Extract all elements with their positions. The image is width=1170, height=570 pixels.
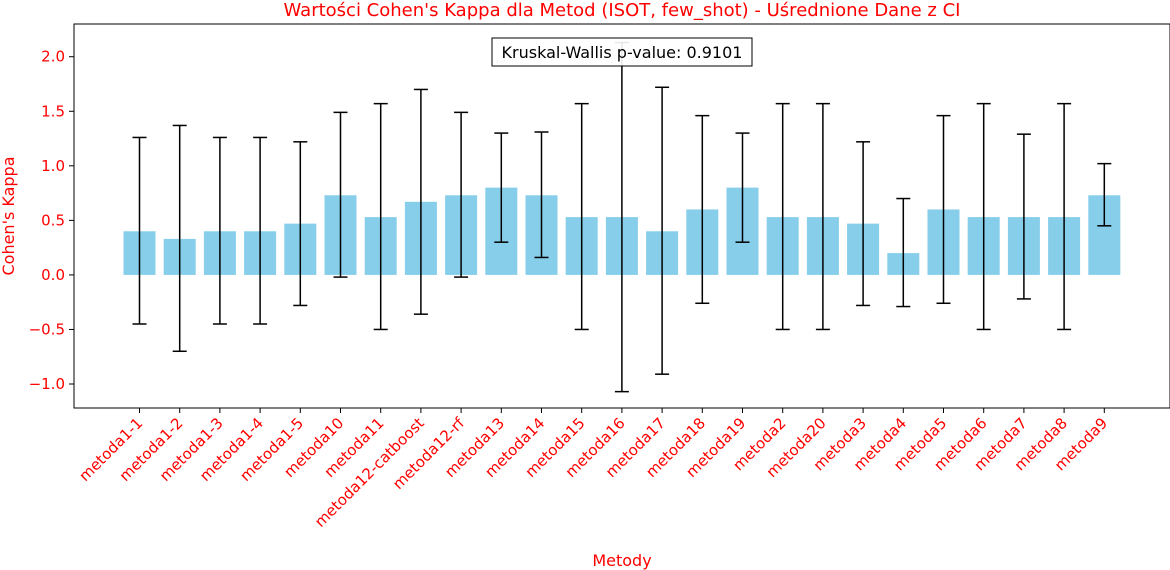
error-bar-metoda8 (1057, 102, 1072, 331)
error-bar-metoda20 (815, 102, 830, 331)
y-axis-label: Cohen's Kappa (0, 156, 18, 275)
error-bars-group (132, 41, 1112, 393)
chart-title: Wartości Cohen's Kappa dla Metod (ISOT, … (284, 0, 961, 21)
error-bar-metoda18 (695, 114, 710, 305)
y-tick-label: −1.0 (29, 375, 65, 393)
annotation-text: Kruskal-Wallis p-value: 0.9101 (502, 43, 743, 62)
error-bar-metoda1-3 (212, 136, 227, 325)
error-bar-metoda7 (1016, 133, 1031, 300)
y-tick-label: −0.5 (29, 320, 65, 338)
error-bar-metoda19 (735, 132, 750, 243)
error-bar-metoda1-2 (172, 124, 187, 353)
error-bar-metoda1-4 (253, 136, 268, 325)
error-bar-metoda2 (775, 102, 790, 331)
error-bar-metoda13 (494, 132, 509, 243)
error-bar-metoda1-5 (293, 141, 308, 307)
annotation-box: Kruskal-Wallis p-value: 0.9101 (491, 37, 753, 67)
error-bar-metoda11 (373, 102, 388, 331)
x-axis-label: Metody (592, 551, 651, 570)
y-tick-label: 1.5 (41, 102, 65, 120)
y-tick-label: 0.0 (41, 266, 65, 284)
error-bar-metoda6 (976, 102, 991, 331)
error-bar-metoda17 (655, 86, 670, 375)
error-bar-metoda16 (614, 41, 629, 393)
x-axis: metoda1-1metoda1-2metoda1-3metoda1-4meto… (76, 408, 1111, 531)
y-tick-label: 2.0 (41, 48, 65, 66)
error-bar-metoda15 (574, 102, 589, 331)
error-bar-metoda5 (936, 114, 951, 305)
y-axis: −1.0 −0.5 0.0 0.5 1.0 1.5 2.0 (29, 48, 74, 393)
error-bar-metoda12-rf (454, 111, 469, 278)
y-tick-label: 0.5 (41, 211, 65, 229)
annotation-frame (491, 37, 753, 67)
error-bar-metoda4 (896, 197, 911, 308)
error-bar-metoda14 (534, 131, 549, 259)
y-tick-label: 1.0 (41, 157, 65, 175)
error-bar-metoda9 (1097, 162, 1112, 227)
error-bar-metoda12-catboost (413, 88, 428, 315)
error-bar-metoda10 (333, 111, 348, 278)
error-bar-metoda1-1 (132, 136, 147, 325)
error-bar-metoda3 (856, 141, 871, 307)
